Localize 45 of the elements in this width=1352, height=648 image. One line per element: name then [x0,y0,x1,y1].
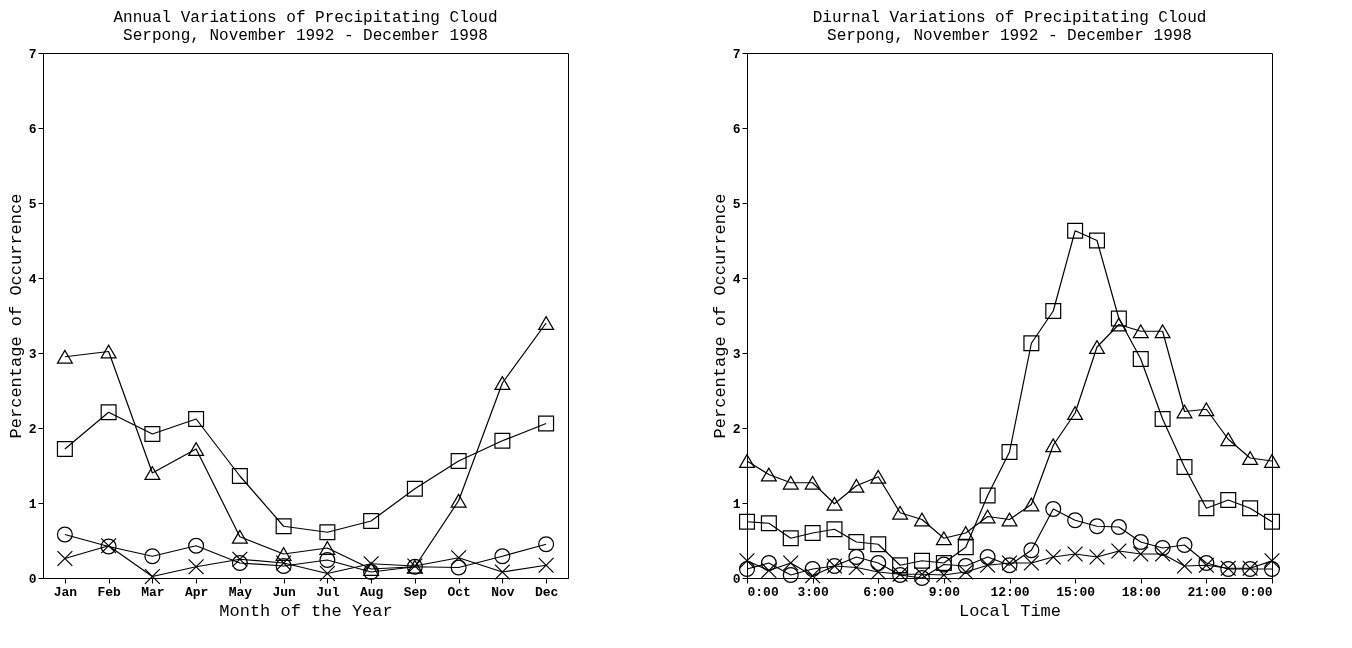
x-tick-label: 15:00 [1056,584,1096,600]
text: Diurnal Variations of Precipitating Cloud [812,9,1207,27]
x-tick-label: Oct [447,584,471,600]
x-tick-label: Jul [316,584,340,600]
y-tick-label: 0 [28,571,37,587]
x-tick-label: 9:00 [928,584,961,600]
x-tick-label: May [228,584,253,600]
y-tick-label: 7 [28,46,37,62]
x-tick-label: Nov [491,584,515,600]
x-tick-label: 0:00 [1241,584,1273,600]
x-tick-label: Dec [534,584,559,600]
x-tick-label: 0:00 [747,584,779,600]
y-tick-label: 1 [28,496,37,512]
x-tick-label: 12:00 [990,584,1030,600]
y-tick-label: 0 [732,571,741,587]
y-tick-label: 2 [732,421,741,437]
y-tick-label: 4 [28,271,37,287]
x-tick-label: 21:00 [1187,584,1227,600]
y-tick-label: 3 [28,346,37,362]
y-tick-label: 2 [28,421,37,437]
y-tick-label: 7 [732,46,741,62]
y-axis-title: Percentage of Occurrence [6,193,26,439]
x-axis-title: Local Time [958,601,1062,621]
x-tick-label: Sep [403,584,428,600]
y-tick-label: 6 [28,121,37,137]
text: Serpong, November 1992 - December 1998 [123,27,488,45]
x-tick-label: Feb [97,584,122,600]
x-axis-title: Month of the Year [219,601,393,621]
x-tick-label: 3:00 [797,584,829,600]
x-tick-label: Aug [359,584,384,600]
text: Annual Variations of Precipitating Cloud [113,9,498,27]
x-tick-label: Apr [184,584,209,600]
x-tick-label: Jan [53,584,78,600]
x-tick-label: Jun [272,584,297,600]
y-tick-label: 1 [732,496,741,512]
y-tick-label: 3 [732,346,741,362]
x-tick-label: Mar [141,584,165,600]
text: Serpong, November 1992 - December 1998 [827,27,1192,45]
y-tick-label: 5 [28,196,37,212]
y-tick-label: 4 [732,271,741,287]
x-tick-label: 18:00 [1121,584,1161,600]
y-axis-title: Percentage of Occurrence [710,193,730,439]
y-tick-label: 6 [732,121,741,137]
y-tick-label: 5 [732,196,741,212]
x-tick-label: 6:00 [863,584,895,600]
